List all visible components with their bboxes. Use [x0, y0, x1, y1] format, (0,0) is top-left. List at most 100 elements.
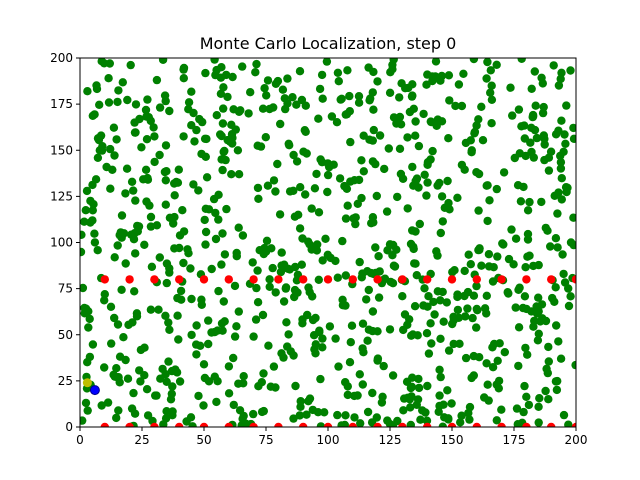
particle-point: [162, 259, 172, 268]
particle-point: [422, 329, 432, 338]
landmark-point: [299, 275, 308, 284]
particle-point: [135, 114, 144, 124]
particles-series: [80, 58, 576, 427]
particle-point: [564, 284, 573, 293]
landmark-point: [249, 275, 258, 284]
particle-point: [455, 339, 464, 348]
particle-point: [130, 409, 140, 418]
particle-point: [358, 319, 368, 328]
particle-point: [252, 283, 261, 293]
particle-point: [439, 400, 448, 409]
particle-point: [389, 261, 399, 270]
particle-point: [482, 74, 491, 83]
particle-point: [194, 391, 203, 401]
particle-point: [202, 173, 212, 182]
particle-point: [564, 420, 573, 427]
particle-point: [551, 283, 560, 292]
particle-point: [436, 228, 445, 238]
particle-point: [558, 250, 567, 259]
landmark-point: [547, 275, 556, 284]
particle-point: [318, 94, 327, 103]
particle-point: [173, 311, 182, 320]
particle-point: [168, 382, 177, 391]
particle-point: [484, 250, 494, 259]
particle-point: [234, 223, 243, 232]
particle-point: [85, 314, 94, 324]
particle-point: [170, 191, 179, 200]
particle-point: [507, 225, 516, 234]
particle-point: [80, 217, 89, 226]
particle-point: [234, 107, 244, 117]
particle-point: [253, 266, 262, 275]
particle-point: [406, 403, 415, 412]
particle-point: [493, 356, 502, 365]
particle-point: [252, 59, 261, 69]
particle-point: [407, 392, 416, 401]
particle-point: [461, 353, 471, 363]
particle-point: [178, 206, 187, 215]
particle-point: [457, 411, 466, 420]
particle-point: [239, 379, 248, 388]
particle-point: [535, 394, 544, 403]
particle-point: [207, 328, 216, 337]
particle-point: [333, 410, 342, 420]
landmark-point: [175, 422, 184, 427]
particle-point: [433, 251, 442, 260]
particle-point: [314, 114, 323, 123]
particle-point: [186, 413, 196, 422]
particle-point: [318, 256, 327, 265]
particle-point: [144, 113, 153, 122]
particle-point: [325, 162, 334, 172]
particle-point: [363, 407, 373, 417]
particle-point: [88, 206, 98, 215]
particle-point: [232, 322, 241, 331]
particle-point: [222, 204, 231, 214]
particle-point: [83, 358, 92, 367]
particle-point: [150, 157, 159, 167]
particle-point: [388, 251, 397, 260]
particle-point: [486, 66, 495, 75]
particle-point: [289, 150, 298, 160]
particle-point: [169, 219, 178, 228]
particle-point: [314, 208, 324, 217]
particle-point: [569, 213, 576, 222]
particle-point: [551, 377, 561, 386]
particle-point: [262, 236, 272, 245]
particle-point: [415, 219, 424, 229]
landmark-point: [522, 422, 531, 427]
y-tick-label: 0: [65, 420, 73, 434]
particle-point: [201, 240, 210, 249]
particle-point: [560, 130, 569, 139]
particle-point: [557, 68, 566, 78]
particle-point: [379, 361, 388, 371]
particle-point: [439, 317, 448, 326]
particle-point: [444, 71, 454, 80]
particle-point: [351, 219, 360, 229]
particle-point: [312, 169, 321, 179]
particle-point: [486, 88, 495, 97]
particle-point: [204, 339, 213, 349]
particle-point: [234, 170, 244, 179]
particle-point: [80, 416, 87, 425]
particle-point: [368, 136, 377, 145]
particle-point: [534, 329, 543, 338]
particle-point: [121, 259, 130, 268]
particle-point: [162, 278, 171, 288]
particle-point: [433, 287, 442, 296]
particle-point: [161, 370, 170, 379]
particle-point: [264, 341, 273, 350]
particle-point: [529, 261, 538, 271]
particle-point: [192, 350, 201, 359]
particle-point: [460, 266, 469, 276]
y-tick-label: 75: [58, 282, 73, 296]
particle-point: [552, 321, 561, 330]
particle-point: [84, 323, 93, 332]
particle-point: [257, 407, 267, 417]
plot-area: [80, 58, 576, 427]
x-tick-label: 25: [134, 433, 149, 447]
particle-point: [345, 358, 355, 367]
particle-point: [440, 413, 449, 422]
particle-point: [345, 107, 354, 116]
particle-point: [341, 271, 350, 280]
particle-point: [340, 181, 349, 191]
